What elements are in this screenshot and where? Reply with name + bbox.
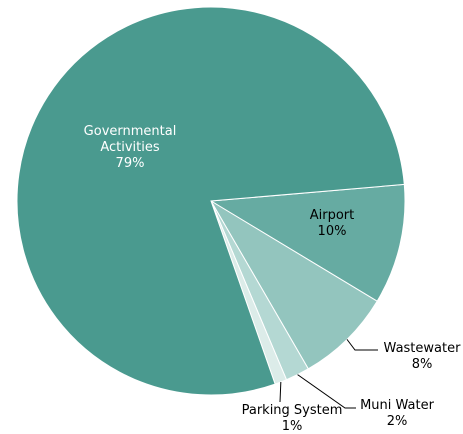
slice-labels: Governmental Activities 79% Airport 10% Waste…	[84, 124, 461, 434]
pie-slice-airport	[209, 183, 406, 302]
pie-slice-governmental-activities	[16, 6, 405, 396]
slice-label-governmental-activities: Governmental Activities 79%	[84, 124, 177, 171]
slice-label-parking-system: Parking System 1%	[242, 403, 343, 434]
pie-slices	[16, 6, 406, 396]
leader-line-muni-water	[297, 374, 356, 409]
slice-label-airport: Airport 10%	[310, 208, 355, 239]
slice-label-wastewater: Wastewater 8%	[384, 341, 462, 372]
leader-line-parking-system	[279, 381, 282, 403]
slice-label-muni-water: Muni Water 2%	[360, 398, 435, 429]
pie-slice-wastewater	[210, 200, 378, 370]
leader-lines	[279, 339, 378, 409]
leader-line-wastewater	[346, 339, 378, 351]
